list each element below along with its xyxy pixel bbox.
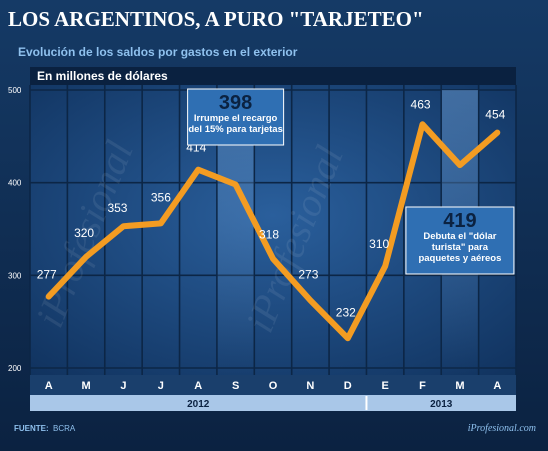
source-name: BCRA xyxy=(53,424,76,433)
data-label: 454 xyxy=(485,108,505,122)
unit-label: En millones de dólares xyxy=(37,69,168,83)
annotation-text: Irrumpe el recargo xyxy=(194,113,278,124)
page-subtitle: Evolución de los saldos por gastos en el… xyxy=(18,45,298,59)
data-label: 353 xyxy=(107,201,127,215)
data-label: 310 xyxy=(369,237,389,251)
y-tick-label: 500 xyxy=(8,86,22,95)
x-tick-label: S xyxy=(232,380,239,392)
annotation-value: 419 xyxy=(443,210,476,232)
x-tick-label: M xyxy=(81,380,90,392)
year-labels: 2012 2013 xyxy=(187,396,453,410)
x-tick-label: M xyxy=(455,380,464,392)
x-tick-label: A xyxy=(45,380,53,392)
series-line xyxy=(45,121,501,342)
unit-label-bar: En millones de dólares xyxy=(30,67,516,85)
page-title: LOS ARGENTINOS, A PURO "TARJETEO" xyxy=(8,7,424,31)
annotation-box-background xyxy=(187,88,285,146)
annotation-text: Debuta el "dólar xyxy=(423,231,496,242)
y-tick-label: 200 xyxy=(8,364,22,373)
series-polyline xyxy=(45,121,501,342)
data-label: 273 xyxy=(298,267,318,281)
x-tick-label: J xyxy=(120,380,126,392)
source-label: FUENTE: xyxy=(14,424,49,433)
y-axis: 200 300 400 500 xyxy=(8,86,22,373)
annotation-text: del 15% para tarjetas xyxy=(188,124,283,135)
y-tick-label: 400 xyxy=(8,179,22,188)
x-tick-label: D xyxy=(344,380,352,392)
year-label: 2012 xyxy=(187,399,210,410)
x-tick-label: E xyxy=(381,380,388,392)
year-bar xyxy=(30,395,516,411)
x-tick-label: J xyxy=(158,380,164,392)
data-label: 232 xyxy=(336,305,356,319)
x-tick-label: O xyxy=(269,380,278,392)
y-tick-label: 300 xyxy=(8,271,22,280)
x-tick-label: A xyxy=(493,380,501,392)
x-tick-label: N xyxy=(306,380,314,392)
annotation-text: paquetes y aéreos xyxy=(418,253,501,264)
x-tick-label: A xyxy=(194,380,202,392)
brand-logo: iProfesional.com xyxy=(468,423,536,434)
annotation-value: 398 xyxy=(219,92,252,114)
data-label: 320 xyxy=(74,226,94,240)
data-label: 277 xyxy=(37,268,57,282)
data-label: 318 xyxy=(259,228,279,242)
year-label: 2013 xyxy=(430,399,453,410)
x-tick-label: F xyxy=(419,380,426,392)
data-label: 356 xyxy=(151,190,171,204)
data-label: 463 xyxy=(411,97,431,111)
annotation-text: turista" para xyxy=(432,242,489,253)
annotation-box-background xyxy=(405,206,515,275)
x-axis-bar xyxy=(30,375,516,395)
